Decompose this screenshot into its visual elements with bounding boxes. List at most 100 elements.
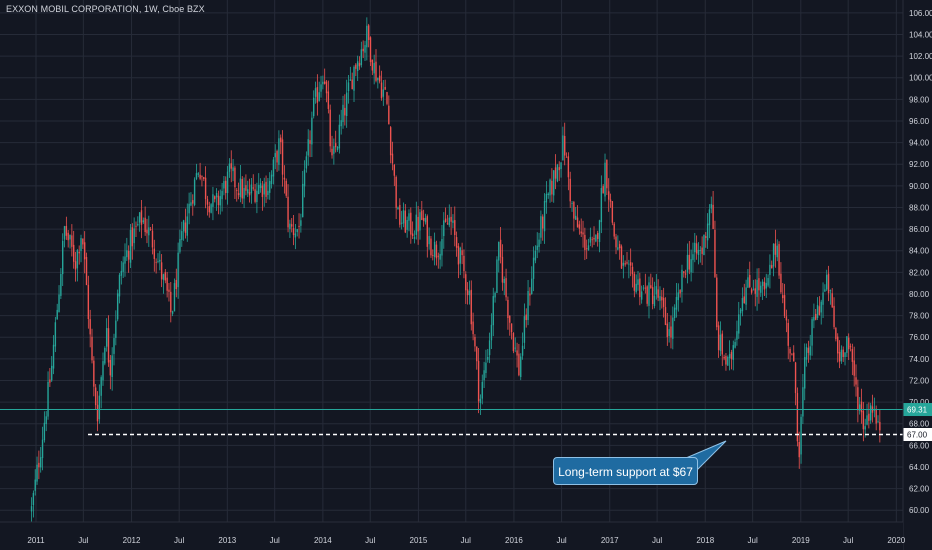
candle-body bbox=[712, 204, 714, 230]
candle-body bbox=[644, 287, 647, 289]
candle-body bbox=[769, 264, 771, 275]
candle-body bbox=[719, 334, 722, 352]
candle-body bbox=[481, 381, 483, 399]
candle-body bbox=[34, 479, 36, 491]
candle-body bbox=[135, 225, 137, 227]
candle-body bbox=[824, 289, 826, 292]
candle-body bbox=[684, 273, 687, 275]
candle-body bbox=[151, 230, 154, 248]
candle-body bbox=[386, 92, 388, 104]
candle-body bbox=[820, 301, 822, 313]
candle-body bbox=[607, 191, 610, 200]
price-tick-label: 98.00 bbox=[909, 95, 930, 104]
candle-body bbox=[87, 284, 90, 320]
candle-body bbox=[666, 323, 669, 338]
candle-body bbox=[400, 222, 403, 224]
candle-body bbox=[543, 200, 546, 232]
candle-body bbox=[721, 333, 723, 355]
candle-body bbox=[47, 381, 49, 417]
price-tick-label: 74.00 bbox=[909, 355, 930, 364]
candle-body bbox=[378, 75, 381, 82]
candle-body bbox=[371, 59, 374, 71]
support-callout[interactable]: Long-term support at $67 bbox=[553, 457, 698, 485]
candle-body bbox=[875, 408, 877, 424]
candle-body bbox=[496, 259, 498, 293]
candle-body bbox=[664, 307, 667, 325]
candle-body bbox=[783, 295, 786, 317]
candle-body bbox=[188, 203, 190, 214]
candle-body bbox=[173, 283, 176, 312]
candle-body bbox=[408, 213, 410, 221]
candle-body bbox=[584, 234, 586, 251]
candle-body bbox=[267, 190, 269, 195]
price-axis[interactable]: 60.00 62.00 64.00 66.00 68.00 70.00 72.00 74.00… bbox=[902, 0, 932, 550]
candle-body bbox=[578, 224, 581, 229]
time-tick-label: Jul bbox=[461, 536, 471, 545]
candle-body bbox=[591, 239, 593, 241]
candle-body bbox=[334, 143, 337, 148]
candle-body bbox=[466, 289, 469, 296]
price-tick-label: 78.00 bbox=[909, 312, 930, 321]
candle-body bbox=[74, 261, 77, 270]
candle-body bbox=[598, 220, 601, 243]
candle-body bbox=[289, 223, 291, 230]
candle-body bbox=[138, 212, 141, 223]
candle-body bbox=[272, 159, 275, 177]
candle-body bbox=[697, 249, 700, 256]
candle-body bbox=[529, 293, 531, 296]
candle-body bbox=[280, 137, 282, 143]
candle-body bbox=[518, 353, 520, 376]
candle-body bbox=[309, 140, 311, 144]
candle-body bbox=[313, 97, 315, 117]
time-tick-label: Jul bbox=[365, 536, 375, 545]
candle-body bbox=[831, 293, 833, 308]
candle-body bbox=[159, 259, 161, 262]
candle-body bbox=[85, 257, 88, 286]
candle-body bbox=[248, 192, 251, 196]
candle-body bbox=[809, 346, 811, 356]
candle-body bbox=[457, 246, 460, 265]
candle-body bbox=[214, 196, 216, 200]
candle-body bbox=[683, 271, 685, 274]
candle-body bbox=[311, 117, 313, 145]
candle-body bbox=[585, 248, 588, 250]
candle-body bbox=[793, 352, 795, 362]
candle-body bbox=[287, 196, 289, 228]
candle-body bbox=[743, 296, 745, 304]
candle-body bbox=[63, 226, 66, 240]
time-axis[interactable]: 2011 Jul 2012 Jul 2013 Jul 2014 Jul 2015 Jul 2016 J… bbox=[0, 521, 906, 550]
candle-body bbox=[140, 210, 143, 225]
candle-body bbox=[389, 127, 392, 156]
candle-body bbox=[826, 274, 828, 290]
candle-body bbox=[417, 216, 419, 232]
candle-body bbox=[516, 350, 518, 356]
candle-body bbox=[879, 421, 881, 431]
candle-body bbox=[562, 135, 564, 161]
candle-body bbox=[521, 345, 524, 356]
candle-body bbox=[93, 360, 95, 387]
time-tick-label: 2019 bbox=[792, 536, 810, 545]
candle-body bbox=[846, 336, 848, 353]
candle-body bbox=[840, 349, 843, 362]
current-price-label: 69.31 bbox=[907, 406, 928, 415]
candle-body bbox=[210, 204, 212, 213]
price-tick-label: 104.00 bbox=[909, 30, 932, 39]
candle-body bbox=[730, 352, 733, 360]
candle-body bbox=[631, 266, 634, 275]
candle-body bbox=[455, 237, 458, 248]
candle-body bbox=[499, 239, 502, 258]
candle-body bbox=[281, 139, 284, 175]
candle-body bbox=[212, 194, 214, 207]
candle-body bbox=[862, 411, 865, 430]
candle-body bbox=[402, 210, 405, 224]
candle-body bbox=[459, 247, 461, 264]
candle-body bbox=[358, 63, 361, 67]
candle-body bbox=[675, 296, 678, 310]
candle-body bbox=[107, 328, 110, 363]
price-tick-label: 72.00 bbox=[909, 376, 930, 385]
candle-body bbox=[624, 263, 626, 265]
candle-body bbox=[470, 289, 472, 325]
candle-body bbox=[477, 360, 480, 402]
candle-body bbox=[694, 242, 696, 253]
